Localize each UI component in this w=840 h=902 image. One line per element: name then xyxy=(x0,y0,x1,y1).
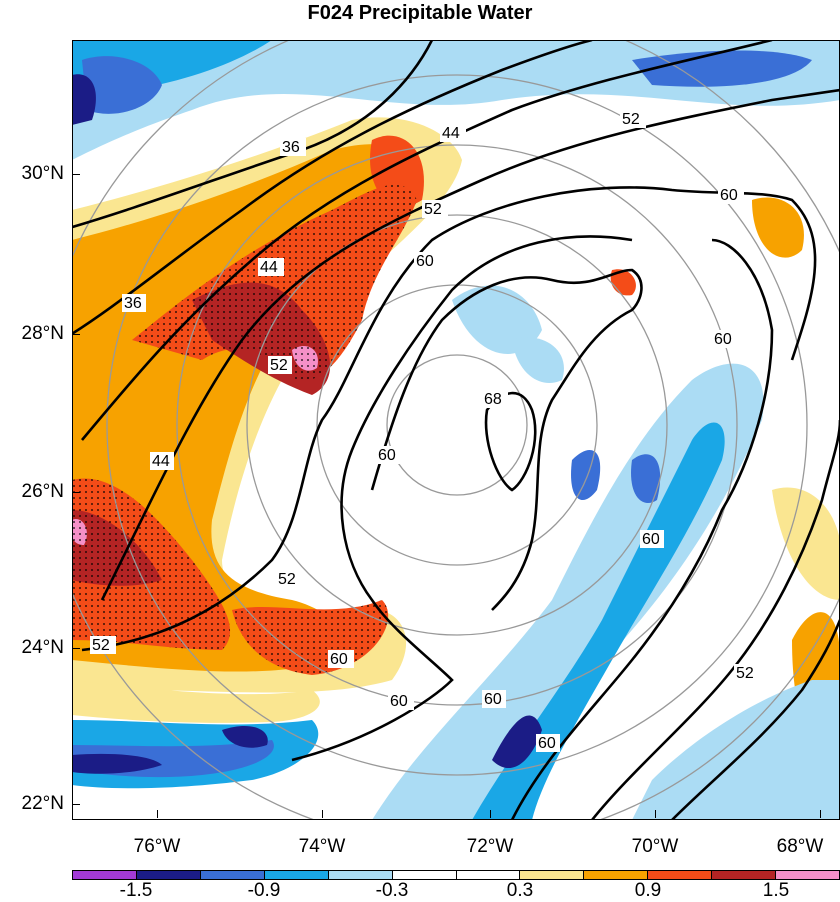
contour-label-36b: 36 xyxy=(124,295,142,312)
lat-label-28n: 28°N xyxy=(21,323,64,344)
lat-tick xyxy=(72,648,80,649)
colorbar-swatch xyxy=(712,871,777,879)
lon-label-72w: 72°W xyxy=(466,836,514,857)
contour-label-36a: 36 xyxy=(282,139,300,156)
colorbar xyxy=(72,870,840,880)
colorbar-swatch xyxy=(200,871,265,879)
colorbar-swatch xyxy=(264,871,329,879)
lat-label-30n: 30°N xyxy=(21,163,64,184)
lon-tick xyxy=(322,810,323,818)
lat-tick xyxy=(72,492,80,493)
contour-label-52c: 52 xyxy=(270,357,288,374)
lat-tick xyxy=(72,804,80,805)
contour-label-60a: 60 xyxy=(416,253,434,270)
precipitable-water-map: 36 36 44 44 44 52 52 52 52 52 52 60 60 xyxy=(72,40,840,820)
lon-label-74w: 74°W xyxy=(298,836,346,857)
colorbar-swatch xyxy=(776,871,840,879)
contour-label-60c: 60 xyxy=(714,331,732,348)
contour-label-52a: 52 xyxy=(424,201,442,218)
map-plot-area: 36 36 44 44 44 52 52 52 52 52 52 60 60 xyxy=(72,40,840,820)
contour-label-44c: 44 xyxy=(152,453,170,470)
lon-tick xyxy=(820,810,821,818)
colorbar-label: -0.3 xyxy=(375,880,409,901)
lat-tick xyxy=(72,334,80,335)
contour-label-60e: 60 xyxy=(642,531,660,548)
lon-tick xyxy=(655,810,656,818)
contour-label-68: 68 xyxy=(484,391,502,408)
lon-label-76w: 76°W xyxy=(133,836,181,857)
colorbar-swatch xyxy=(648,871,713,879)
contour-label-44a: 44 xyxy=(442,125,460,142)
colorbar-swatch xyxy=(328,871,393,879)
colorbar-swatch xyxy=(456,871,521,879)
lon-label-68w: 68°W xyxy=(776,836,824,857)
contour-label-52b: 52 xyxy=(622,111,640,128)
contour-label-60h: 60 xyxy=(484,691,502,708)
colorbar-label: 0.3 xyxy=(506,880,534,901)
contour-label-52f: 52 xyxy=(736,665,754,682)
colorbar-label: -1.5 xyxy=(119,880,153,901)
colorbar-swatch xyxy=(584,871,649,879)
colorbar-swatch xyxy=(520,871,585,879)
colorbar-swatch xyxy=(392,871,457,879)
map-title: F024 Precipitable Water xyxy=(307,2,533,24)
lat-label-24n: 24°N xyxy=(21,637,64,658)
colorbar-swatch xyxy=(73,871,137,879)
contour-label-60f: 60 xyxy=(330,651,348,668)
lon-tick xyxy=(490,810,491,818)
lon-label-70w: 70°W xyxy=(631,836,679,857)
contour-label-60i: 60 xyxy=(538,735,556,752)
contour-label-group: 36 36 44 44 44 52 52 52 52 52 52 60 60 xyxy=(90,110,758,752)
contour-label-52d: 52 xyxy=(278,571,296,588)
lat-tick xyxy=(72,174,80,175)
lat-label-26n: 26°N xyxy=(21,481,64,502)
lon-tick xyxy=(157,810,158,818)
range-rings xyxy=(72,40,840,820)
contour-label-60d: 60 xyxy=(378,447,396,464)
contour-label-60g: 60 xyxy=(390,693,408,710)
contour-label-44b: 44 xyxy=(260,259,278,276)
contour-label-52e: 52 xyxy=(92,637,110,654)
colorbar-swatch xyxy=(136,871,201,879)
colorbar-label: 1.5 xyxy=(762,880,790,901)
colorbar-label: -0.9 xyxy=(247,880,281,901)
contour-label-60b: 60 xyxy=(720,187,738,204)
lat-label-22n: 22°N xyxy=(21,793,64,814)
colorbar-label: 0.9 xyxy=(634,880,662,901)
